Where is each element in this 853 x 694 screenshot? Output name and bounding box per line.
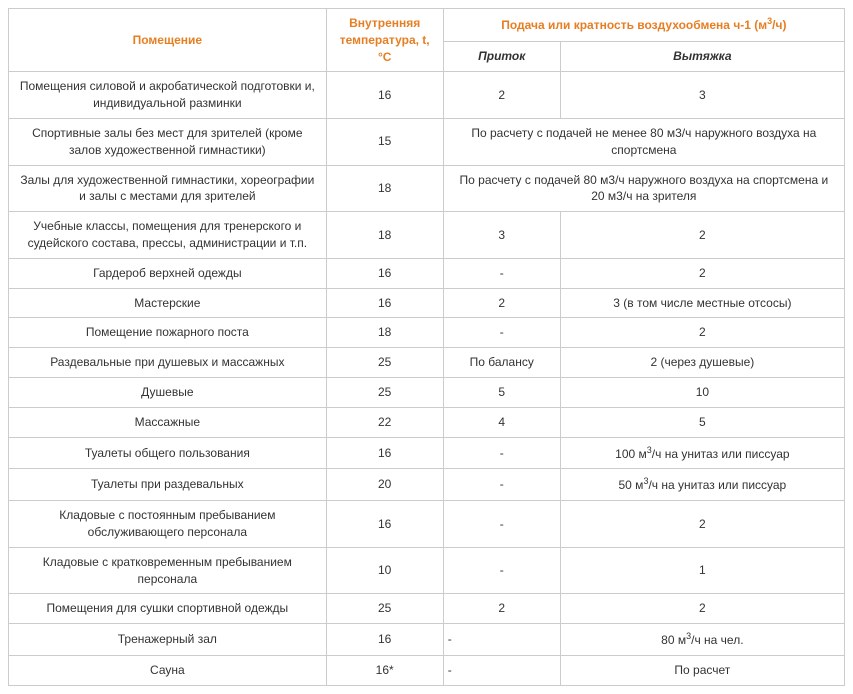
cell-inflow: -	[443, 437, 560, 469]
cell-temp: 25	[326, 594, 443, 624]
cell-temp: 15	[326, 118, 443, 165]
cell-room: Сауна	[9, 655, 327, 685]
table-row: Душевые25510	[9, 377, 845, 407]
cell-exhaust: 5	[560, 407, 844, 437]
cell-inflow: 3	[443, 212, 560, 259]
table-row: Мастерские1623 (в том числе местные отсо…	[9, 288, 845, 318]
cell-inflow: 4	[443, 407, 560, 437]
table-row: Раздевальные при душевых и массажных25По…	[9, 348, 845, 378]
ventilation-table: Помещение Внутренняя температура, t, °С …	[8, 8, 845, 686]
cell-inflow: 5	[443, 377, 560, 407]
cell-inflow: -	[443, 318, 560, 348]
cell-temp: 20	[326, 469, 443, 501]
cell-temp: 16	[326, 501, 443, 548]
header-air-group: Подача или кратность воздухообмена ч-1 (…	[443, 9, 844, 42]
cell-air-span: По расчету с подачей 80 м3/ч наружного в…	[443, 165, 844, 212]
cell-room: Учебные классы, помещения для тренерског…	[9, 212, 327, 259]
cell-exhaust: 80 м3/ч на чел.	[560, 624, 844, 656]
table-row: Кладовые с кратковременным пребыванием п…	[9, 547, 845, 594]
cell-inflow: 2	[443, 594, 560, 624]
table-row: Помещение пожарного поста18-2	[9, 318, 845, 348]
cell-room: Спортивные залы без мест для зрителей (к…	[9, 118, 327, 165]
table-row: Кладовые с постоянным пребыванием обслуж…	[9, 501, 845, 548]
cell-room: Раздевальные при душевых и массажных	[9, 348, 327, 378]
cell-temp: 25	[326, 377, 443, 407]
cell-exhaust: 2	[560, 501, 844, 548]
cell-exhaust: 3 (в том числе местные отсосы)	[560, 288, 844, 318]
cell-inflow: -	[443, 655, 560, 685]
cell-inflow: -	[443, 547, 560, 594]
table-row: Туалеты при раздевальных20-50 м3/ч на ун…	[9, 469, 845, 501]
cell-exhaust: 2	[560, 318, 844, 348]
cell-exhaust: 50 м3/ч на унитаз или писсуар	[560, 469, 844, 501]
cell-temp: 25	[326, 348, 443, 378]
cell-room: Гардероб верхней одежды	[9, 258, 327, 288]
cell-inflow: 2	[443, 72, 560, 119]
table-body: Помещения силовой и акробатической подго…	[9, 72, 845, 685]
cell-room: Залы для художественной гимнастики, хоре…	[9, 165, 327, 212]
cell-inflow: -	[443, 501, 560, 548]
cell-inflow: По балансу	[443, 348, 560, 378]
cell-exhaust: По расчет	[560, 655, 844, 685]
cell-exhaust: 3	[560, 72, 844, 119]
header-air-group-label: Подача или кратность воздухообмена ч-1 (…	[501, 18, 786, 32]
cell-room: Кладовые с постоянным пребыванием обслуж…	[9, 501, 327, 548]
table-row: Тренажерный зал16-80 м3/ч на чел.	[9, 624, 845, 656]
cell-room: Кладовые с кратковременным пребыванием п…	[9, 547, 327, 594]
cell-exhaust: 2	[560, 258, 844, 288]
header-room: Помещение	[9, 9, 327, 72]
cell-room: Помещение пожарного поста	[9, 318, 327, 348]
cell-room: Туалеты при раздевальных	[9, 469, 327, 501]
cell-room: Помещения для сушки спортивной одежды	[9, 594, 327, 624]
cell-inflow: 2	[443, 288, 560, 318]
table-row: Залы для художественной гимнастики, хоре…	[9, 165, 845, 212]
cell-exhaust: 2	[560, 212, 844, 259]
cell-room: Туалеты общего пользования	[9, 437, 327, 469]
table-row: Учебные классы, помещения для тренерског…	[9, 212, 845, 259]
cell-temp: 18	[326, 165, 443, 212]
cell-exhaust: 100 м3/ч на унитаз или писсуар	[560, 437, 844, 469]
header-inflow: Приток	[443, 41, 560, 72]
cell-room: Помещения силовой и акробатической подго…	[9, 72, 327, 119]
cell-exhaust: 2 (через душевые)	[560, 348, 844, 378]
cell-room: Тренажерный зал	[9, 624, 327, 656]
table-row: Туалеты общего пользования16-100 м3/ч на…	[9, 437, 845, 469]
table-row: Помещения для сушки спортивной одежды252…	[9, 594, 845, 624]
cell-inflow: -	[443, 258, 560, 288]
table-row: Помещения силовой и акробатической подго…	[9, 72, 845, 119]
table-row: Сауна16*-По расчет	[9, 655, 845, 685]
table-row: Массажные2245	[9, 407, 845, 437]
cell-temp: 18	[326, 212, 443, 259]
cell-exhaust: 10	[560, 377, 844, 407]
table-header: Помещение Внутренняя температура, t, °С …	[9, 9, 845, 72]
cell-temp: 16*	[326, 655, 443, 685]
cell-room: Массажные	[9, 407, 327, 437]
table-row: Спортивные залы без мест для зрителей (к…	[9, 118, 845, 165]
header-temp: Внутренняя температура, t, °С	[326, 9, 443, 72]
cell-exhaust: 1	[560, 547, 844, 594]
header-exhaust: Вытяжка	[560, 41, 844, 72]
cell-inflow: -	[443, 624, 560, 656]
cell-temp: 22	[326, 407, 443, 437]
cell-inflow: -	[443, 469, 560, 501]
cell-temp: 18	[326, 318, 443, 348]
cell-temp: 16	[326, 72, 443, 119]
table-row: Гардероб верхней одежды16-2	[9, 258, 845, 288]
cell-room: Мастерские	[9, 288, 327, 318]
cell-exhaust: 2	[560, 594, 844, 624]
cell-temp: 16	[326, 437, 443, 469]
cell-air-span: По расчету с подачей не менее 80 м3/ч на…	[443, 118, 844, 165]
cell-room: Душевые	[9, 377, 327, 407]
cell-temp: 10	[326, 547, 443, 594]
cell-temp: 16	[326, 624, 443, 656]
cell-temp: 16	[326, 288, 443, 318]
cell-temp: 16	[326, 258, 443, 288]
